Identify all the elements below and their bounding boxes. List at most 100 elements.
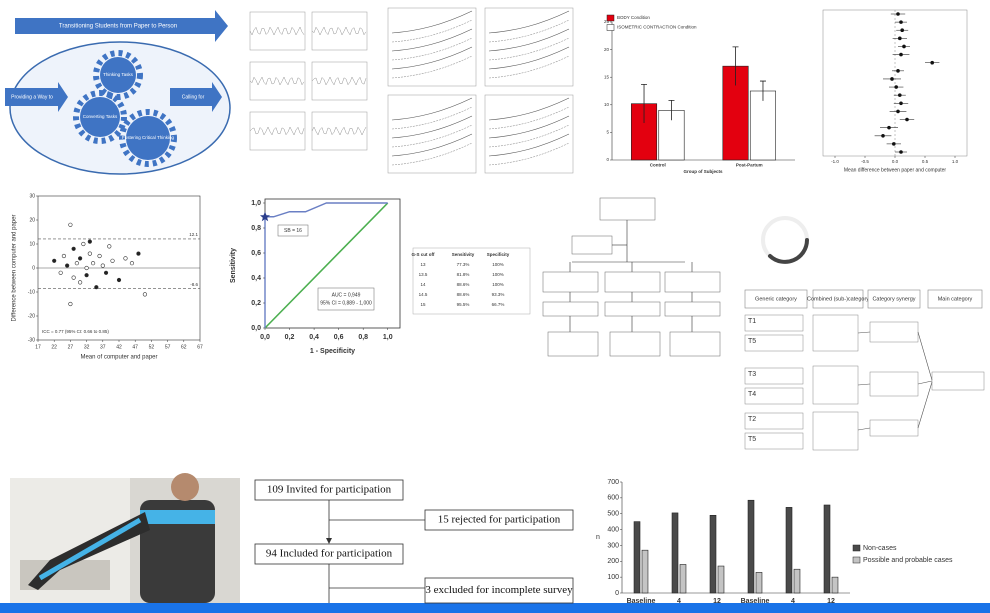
gear bbox=[126, 116, 170, 160]
point bbox=[90, 261, 96, 266]
y-tick-label: -30 bbox=[28, 337, 35, 343]
bar bbox=[709, 514, 717, 594]
y-tick-label: 20 bbox=[604, 47, 610, 52]
sub-box bbox=[812, 365, 859, 405]
x-tick-label: Baseline bbox=[627, 598, 656, 605]
annotation: 95% CI = 0,889 - 1,000 bbox=[320, 300, 372, 306]
table-cell: 77.3% bbox=[457, 262, 470, 267]
growth-curve bbox=[488, 55, 570, 79]
growth-curve bbox=[391, 133, 473, 157]
bar bbox=[641, 549, 649, 594]
annotation: AUC = 0,949 bbox=[332, 292, 361, 298]
table-header: G-S cut off bbox=[412, 252, 435, 257]
mean-point bbox=[896, 69, 900, 73]
mini-line bbox=[249, 126, 305, 136]
y-tick-label: 10 bbox=[604, 102, 610, 107]
flow-box bbox=[609, 331, 661, 357]
point bbox=[74, 261, 79, 266]
y-axis-label: Difference between computer and paper bbox=[12, 215, 18, 322]
point bbox=[84, 265, 89, 271]
legend-swatch bbox=[852, 556, 861, 564]
table-cell: 100% bbox=[492, 272, 504, 277]
y-tick-label: 400 bbox=[607, 526, 619, 533]
y-tick-label: -20 bbox=[28, 313, 35, 319]
growth-curve bbox=[391, 106, 473, 130]
legend-swatch bbox=[852, 544, 861, 552]
point bbox=[87, 239, 92, 244]
mean-point bbox=[902, 44, 906, 49]
x-axis-label: Group of Subjects bbox=[683, 169, 722, 174]
point bbox=[78, 280, 83, 285]
error-bar bbox=[759, 80, 766, 101]
x-tick-label: 0,0 bbox=[260, 334, 270, 341]
code-label: T3 bbox=[748, 371, 756, 378]
x-axis-label: 1 - Specificity bbox=[310, 348, 355, 355]
growth-curve bbox=[488, 124, 570, 148]
sub-box bbox=[812, 411, 859, 451]
flow-text: 15 rejected for participation bbox=[438, 514, 561, 526]
flow-box bbox=[599, 197, 656, 221]
table-cell: 100% bbox=[492, 262, 504, 267]
x-tick-label: 0,4 bbox=[309, 334, 319, 341]
table-header: Sensitivity bbox=[452, 252, 475, 257]
connector bbox=[857, 331, 933, 431]
right-arrow bbox=[170, 82, 222, 112]
growth-curve bbox=[391, 55, 473, 79]
header-box bbox=[812, 289, 864, 309]
table-frame bbox=[412, 247, 531, 315]
legend-label: Non-cases bbox=[863, 545, 897, 552]
y-tick-label: 0,4 bbox=[251, 275, 261, 282]
mean-point bbox=[905, 117, 909, 122]
x-tick-label: 42 bbox=[116, 344, 122, 350]
x-tick-label: 1,0 bbox=[383, 334, 393, 341]
x-tick-label: 0.5 bbox=[922, 159, 929, 164]
table-cell: 88.6% bbox=[457, 282, 470, 287]
mean-point bbox=[892, 142, 896, 146]
y-axis-label: n bbox=[596, 534, 600, 541]
y-axis-label: Sensitivity bbox=[230, 248, 237, 283]
growth-curve bbox=[488, 106, 570, 130]
bar bbox=[785, 507, 793, 594]
legend-label: ISOMETRIC CONTRACTION Condition bbox=[617, 25, 697, 30]
y-tick-label: 0 bbox=[32, 265, 35, 271]
table-cell: 93.3% bbox=[492, 292, 505, 297]
mini-plot bbox=[311, 11, 368, 51]
point bbox=[71, 246, 76, 251]
growth-curve bbox=[391, 115, 473, 139]
bottom-bar bbox=[0, 603, 990, 613]
x-tick-label: 4 bbox=[677, 598, 681, 605]
mini-line bbox=[249, 76, 305, 86]
flow-box bbox=[664, 271, 721, 293]
x-tick-label: 17 bbox=[35, 344, 41, 350]
error-bar bbox=[641, 83, 648, 124]
mean-point bbox=[899, 20, 903, 24]
flow-box bbox=[604, 271, 661, 293]
bar bbox=[755, 572, 763, 594]
table-cell: 14 bbox=[420, 282, 426, 287]
x-axis-label: Mean difference between paper and comput… bbox=[844, 167, 947, 173]
gear bbox=[80, 97, 120, 137]
table-cell: 81.8% bbox=[457, 272, 470, 277]
header-box bbox=[927, 289, 983, 309]
flow-arrow bbox=[328, 500, 425, 603]
gear bbox=[73, 90, 127, 144]
point bbox=[100, 263, 105, 268]
code-box bbox=[744, 432, 804, 450]
x-tick-label: 47 bbox=[132, 344, 138, 350]
point bbox=[103, 270, 109, 275]
legend-swatch bbox=[606, 24, 615, 31]
growth-curve bbox=[391, 19, 473, 43]
mean-point bbox=[899, 150, 903, 154]
line-thumb bbox=[484, 94, 574, 174]
error-bar bbox=[668, 99, 675, 121]
left-arrow bbox=[5, 82, 68, 112]
y-tick-label: 300 bbox=[607, 542, 619, 549]
legend-label: BODY Condition bbox=[617, 15, 650, 20]
mean-point bbox=[898, 93, 902, 97]
point bbox=[61, 253, 67, 259]
limit-label: 12.1 bbox=[189, 232, 198, 237]
growth-curve bbox=[391, 28, 473, 52]
x-tick-label: -1.0 bbox=[831, 159, 839, 164]
table-header: Generic category bbox=[755, 296, 797, 302]
